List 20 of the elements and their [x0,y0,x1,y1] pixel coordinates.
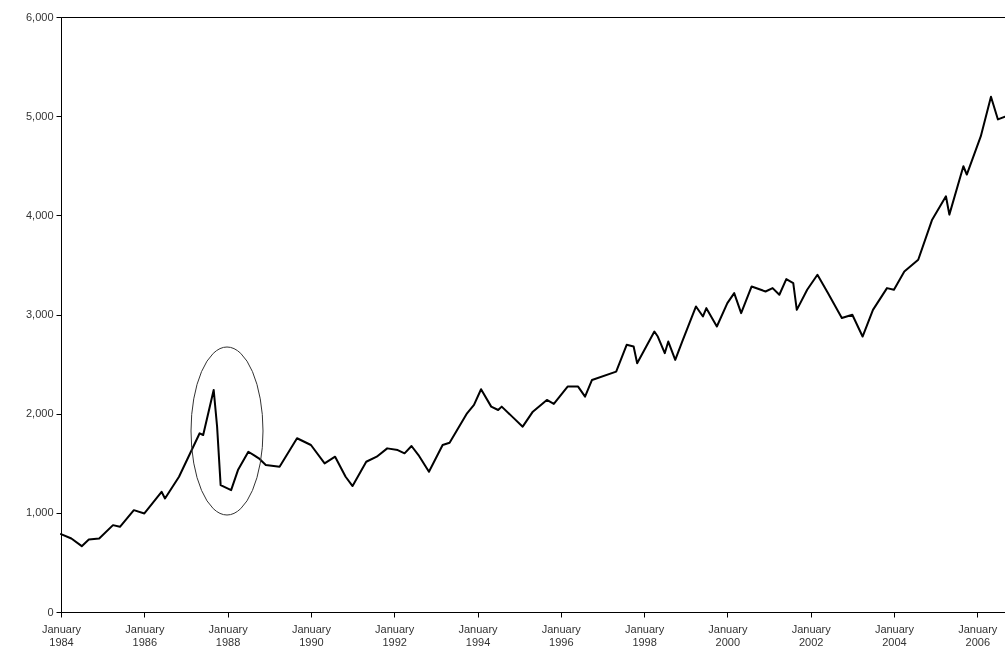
y-tick-label: 5,000 [25,109,54,122]
y-tick-label: 4,000 [25,208,54,221]
x-tick-label: January 2000 [708,622,748,648]
y-tick-label: 6,000 [25,10,54,23]
x-tick-label: January 2004 [874,622,915,648]
x-tick-label: January 1992 [375,622,415,648]
x-tick-label: January 1988 [208,622,249,648]
x-tick-label: January 1984 [41,622,82,648]
line-series [60,95,1005,548]
x-tick-label: January 1994 [458,622,499,648]
y-tick-label: 2,000 [25,407,54,420]
y-tick-label: 1,000 [25,506,54,519]
x-tick-label: January 1986 [125,622,165,648]
x-tick-label: January 1990 [291,622,332,648]
x-tick-label: January 1998 [625,622,665,648]
x-tick-label: January 1996 [541,622,582,648]
y-tick-label: 0 [47,605,54,618]
x-tick-label: January 2002 [791,622,832,648]
x-tick-label: January 2006 [958,622,998,648]
y-tick-label: 3,000 [25,308,54,320]
